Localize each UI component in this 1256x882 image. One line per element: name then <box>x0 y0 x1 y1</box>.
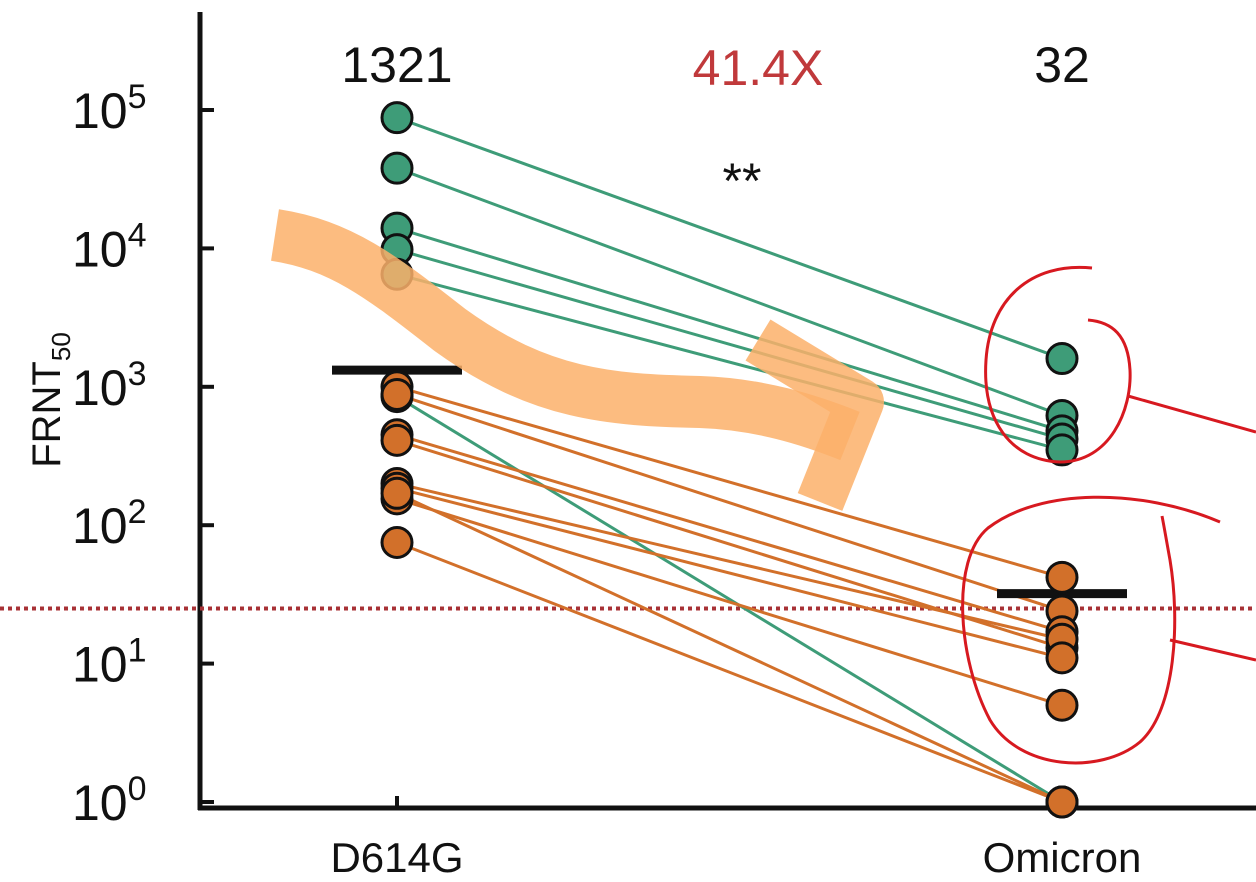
pair-line-7 <box>396 385 1063 579</box>
pair-line-6 <box>396 395 1063 804</box>
point-omicron-1 <box>1045 342 1079 376</box>
point-d614g-15 <box>380 525 414 559</box>
y-tick-label-10000: 104 <box>72 216 147 277</box>
point-d614g-8 <box>380 377 414 411</box>
y-tick-label-100: 102 <box>72 493 147 554</box>
pair-line-4 <box>396 248 1063 441</box>
pair-line-11 <box>396 482 1063 641</box>
svg-text:FRNT50: FRNT50 <box>25 332 76 468</box>
pair-line-1 <box>396 116 1063 360</box>
point-omicron-12 <box>1045 641 1079 675</box>
d614g-mean-label: 1321 <box>341 37 452 93</box>
significance-label: ** <box>723 153 762 209</box>
y-tick-base: 10 <box>72 360 128 416</box>
pair-lines <box>396 116 1063 804</box>
x-category-omicron: Omicron <box>983 834 1142 881</box>
y-tick-base: 10 <box>72 498 128 554</box>
point-omicron-7 <box>1045 560 1079 594</box>
annotation-circle-upper <box>984 265 1132 464</box>
fold-change-label: 41.4X <box>693 40 824 96</box>
highlight-arrow-body <box>270 209 860 461</box>
y-tick-label-1000: 103 <box>72 355 147 416</box>
point-d614g-2 <box>380 151 414 185</box>
y-tick-base: 10 <box>72 83 128 139</box>
annotation-circle-lower <box>961 495 1221 765</box>
y-tick-exponent: 2 <box>128 493 147 531</box>
y-tick-base: 10 <box>72 637 128 693</box>
point-omicron-13 <box>1045 688 1079 722</box>
data-points <box>380 101 1079 819</box>
y-tick-label-10: 101 <box>72 632 147 693</box>
y-tick-exponent: 1 <box>128 632 147 670</box>
y-tick-exponent: 5 <box>128 78 147 116</box>
point-d614g-1 <box>380 101 414 135</box>
pair-line-8 <box>396 393 1063 613</box>
pair-line-13 <box>396 497 1063 707</box>
annotation-tail-upper <box>1127 394 1256 434</box>
y-tick-exponent: 3 <box>128 355 147 393</box>
y-tick-exponent: 4 <box>128 216 147 254</box>
y-tick-exponent: 0 <box>128 770 147 808</box>
pair-line-5 <box>396 272 1063 452</box>
y-tick-label-1: 100 <box>72 770 147 831</box>
y-tick-base: 10 <box>72 775 128 831</box>
point-d614g-14 <box>380 476 414 510</box>
omicron-mean-label: 32 <box>1034 37 1090 93</box>
point-omicron-5 <box>1045 433 1079 467</box>
pair-line-2 <box>396 166 1063 417</box>
point-d614g-10 <box>380 423 414 457</box>
x-category-d614g: D614G <box>330 834 463 881</box>
y-tick-base: 10 <box>72 221 128 277</box>
y-tick-label-100000: 105 <box>72 78 147 139</box>
highlight-arrow-head <box>745 319 884 511</box>
pair-line-12 <box>396 486 1063 660</box>
y-axis-label-main: FRNT <box>25 361 69 468</box>
pair-line-3 <box>396 226 1063 433</box>
pair-line-9 <box>396 433 1063 634</box>
point-omicron-15 <box>1045 785 1079 819</box>
annotation-tail-lower <box>1169 638 1256 662</box>
y-axis-label: FRNT50 <box>25 332 76 468</box>
y-axis-label-sub: 50 <box>46 332 76 361</box>
pair-line-15 <box>396 541 1063 804</box>
pair-line-14 <box>396 491 1063 804</box>
